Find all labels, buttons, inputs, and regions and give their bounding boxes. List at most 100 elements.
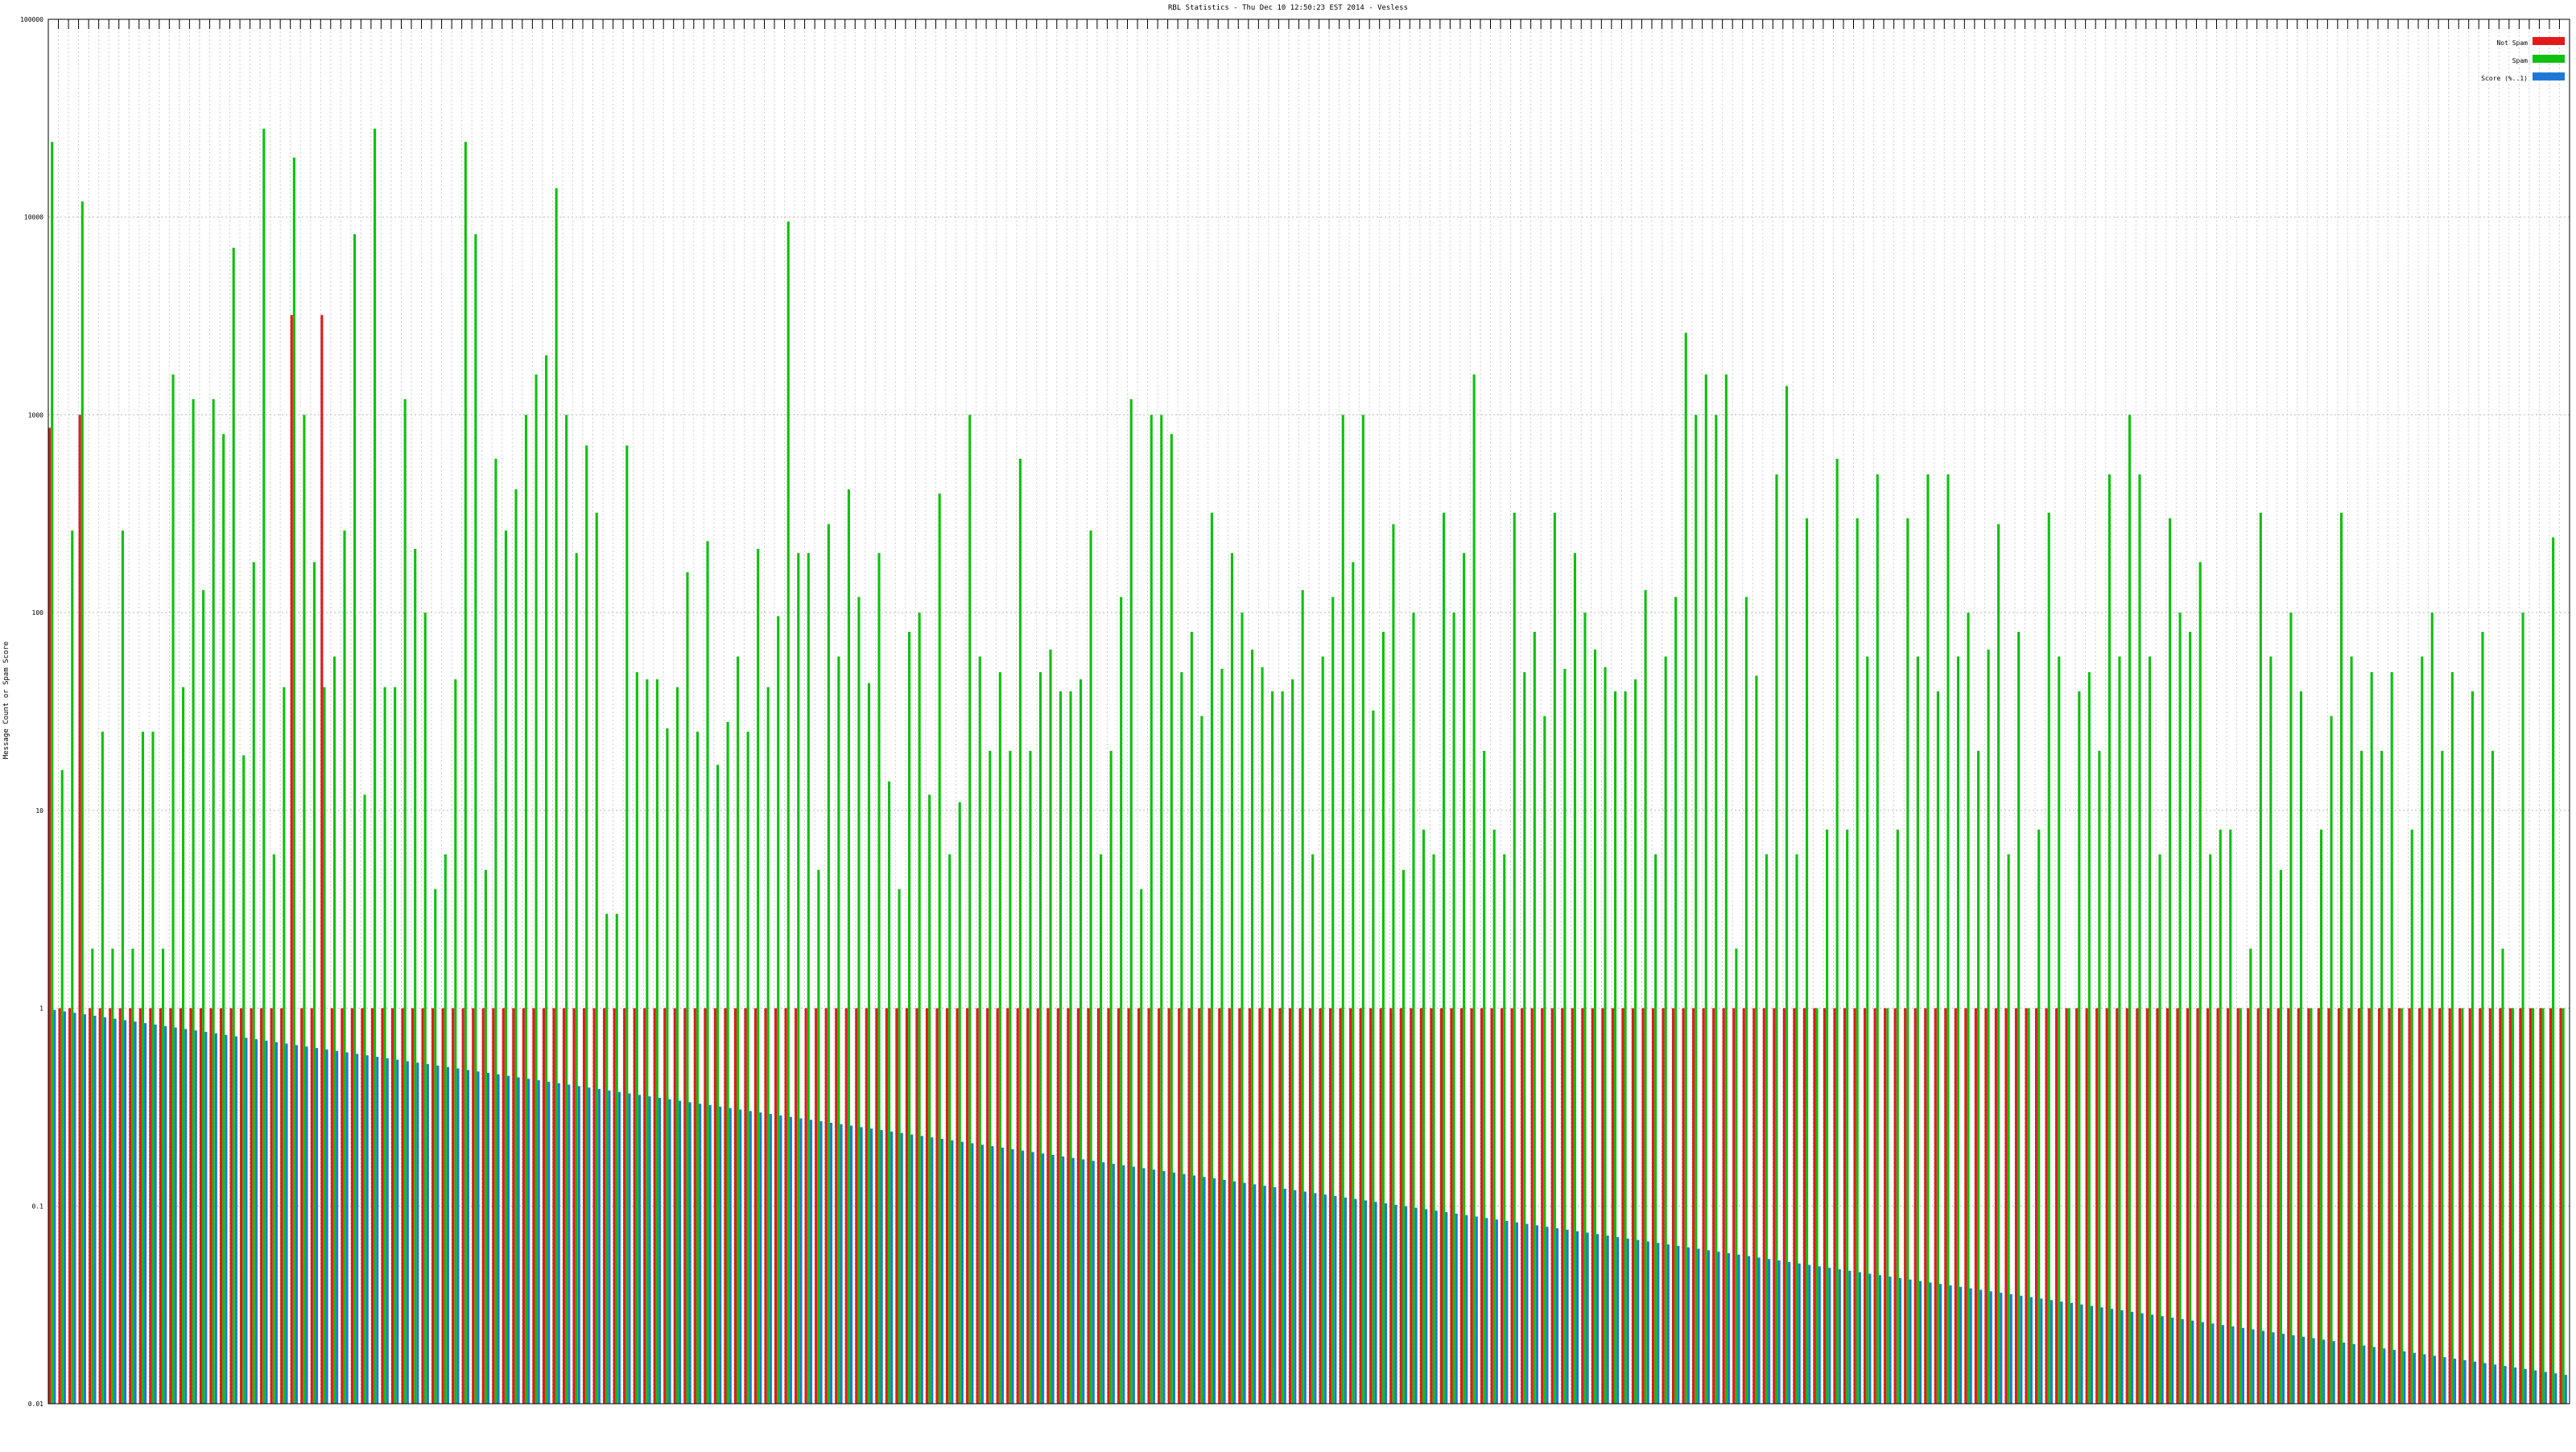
- spam-bar: [1483, 750, 1486, 1404]
- spam-bar: [545, 355, 548, 1405]
- spam-bar: [1573, 553, 1576, 1404]
- not-spam-bar: [935, 1008, 939, 1404]
- spam-bar: [524, 415, 528, 1404]
- spam-bar: [1089, 530, 1092, 1404]
- score-bar: [2221, 1325, 2224, 1404]
- score-bar: [1042, 1153, 1045, 1404]
- not-spam-bar: [2186, 1008, 2190, 1404]
- score-bar: [608, 1090, 611, 1404]
- score-bar: [1344, 1197, 1347, 1404]
- not-spam-bar: [1651, 1008, 1655, 1404]
- spam-bar: [686, 571, 689, 1404]
- not-spam-bar: [118, 1008, 122, 1404]
- not-spam-bar: [300, 1008, 303, 1404]
- not-spam-bar: [481, 1008, 485, 1404]
- spam-bar: [51, 142, 54, 1404]
- not-spam-bar: [1864, 1008, 1867, 1404]
- score-bar: [2090, 1306, 2094, 1404]
- not-spam-bar: [2368, 1008, 2371, 1404]
- spam-bar: [1230, 553, 1234, 1404]
- spam-bar: [504, 530, 508, 1404]
- spam-bar: [1775, 474, 1778, 1404]
- spam-bar: [655, 679, 658, 1404]
- spam-bar: [2491, 750, 2495, 1404]
- spam-bar: [1695, 415, 1698, 1404]
- spam-bar: [1936, 691, 1939, 1404]
- score-bar: [2463, 1359, 2467, 1404]
- score-bar: [527, 1079, 530, 1404]
- score-bar: [1323, 1194, 1327, 1404]
- not-spam-bar: [370, 1008, 374, 1404]
- spam-bar: [1018, 458, 1022, 1405]
- score-bar: [1414, 1207, 1418, 1404]
- spam-bar: [605, 914, 609, 1404]
- score-bar: [53, 1009, 56, 1404]
- not-spam-bar: [1198, 1008, 1201, 1404]
- spam-bar: [1220, 668, 1224, 1404]
- score-bar: [1223, 1179, 1226, 1404]
- not-spam-bar: [613, 1008, 616, 1404]
- y-tick-label: 100: [32, 609, 44, 617]
- spam-bar: [1492, 829, 1496, 1404]
- axis-layer: 0.01 0.1 1 10 100 1000 10000 100000: [20, 16, 2570, 1408]
- not-spam-bar: [1298, 1008, 1302, 1404]
- legend-swatch: [2533, 55, 2565, 63]
- not-spam-bar: [542, 1008, 546, 1404]
- not-spam-bar: [2165, 1008, 2169, 1404]
- not-spam-bar: [250, 1008, 253, 1404]
- not-spam-bar: [603, 1008, 606, 1404]
- not-spam-bar: [1904, 1008, 1907, 1404]
- spam-bar: [2087, 672, 2091, 1404]
- score-bar: [1949, 1285, 1952, 1404]
- score-bar: [617, 1091, 621, 1404]
- score-bar: [719, 1106, 722, 1404]
- spam-bar: [1150, 415, 1153, 1404]
- score-bar: [971, 1143, 974, 1404]
- spam-bar: [2360, 750, 2363, 1404]
- score-bar: [2020, 1295, 2023, 1404]
- not-spam-bar: [1601, 1008, 1604, 1404]
- score-bar: [2070, 1302, 2073, 1404]
- not-spam-bar: [1419, 1008, 1422, 1404]
- spam-bar: [827, 524, 830, 1404]
- not-spam-bar: [1773, 1008, 1776, 1404]
- spam-bar: [786, 221, 790, 1404]
- score-bar: [1989, 1291, 1992, 1404]
- spam-bar: [2007, 854, 2010, 1404]
- not-spam-bar: [1268, 1008, 1272, 1404]
- score-bar: [1314, 1193, 1317, 1404]
- not-spam-bar: [885, 1008, 888, 1404]
- spam-bar: [1624, 691, 1627, 1404]
- spam-bar: [2219, 829, 2222, 1404]
- score-bar: [960, 1141, 964, 1404]
- not-spam-bar: [733, 1008, 737, 1404]
- not-spam-bar: [1530, 1008, 1534, 1404]
- not-spam-bar: [2035, 1008, 2038, 1404]
- score-bar: [1243, 1182, 1246, 1404]
- not-spam-bar: [1046, 1008, 1050, 1404]
- spam-bar: [2037, 829, 2041, 1404]
- spam-bar: [958, 802, 961, 1404]
- not-spam-bar: [472, 1008, 475, 1404]
- spam-bar: [363, 794, 366, 1404]
- score-bar: [2413, 1352, 2416, 1404]
- not-spam-bar: [1238, 1008, 1241, 1404]
- y-tick-label: 0.01: [28, 1400, 43, 1408]
- score-bar: [2403, 1351, 2406, 1404]
- not-spam-bar: [2519, 1008, 2522, 1404]
- score-bar: [1878, 1275, 1881, 1404]
- spam-bar: [2047, 513, 2050, 1404]
- spam-bar: [1361, 415, 1364, 1404]
- score-bar: [2161, 1316, 2164, 1404]
- score-bar: [285, 1043, 288, 1404]
- spam-bar: [212, 398, 215, 1404]
- spam-bar: [646, 679, 649, 1404]
- not-spam-bar: [68, 1008, 72, 1404]
- y-tick-label: 1000: [28, 411, 43, 419]
- spam-bar: [797, 553, 800, 1404]
- score-bar: [386, 1058, 389, 1404]
- spam-bar: [2350, 656, 2353, 1404]
- score-bar: [1868, 1273, 1872, 1404]
- spam-bar: [1916, 656, 1919, 1404]
- spam-bar: [2259, 513, 2262, 1404]
